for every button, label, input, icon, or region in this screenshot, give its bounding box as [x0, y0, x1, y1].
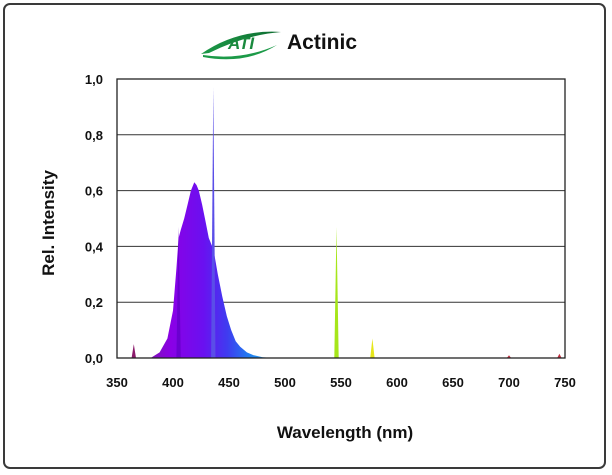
spectrum-chart: ATI Actinic 0,0 0,2 0,4 0,6 0,8 1,0 350 400 450… [39, 31, 576, 442]
y-axis-label: Rel. Intensity [39, 170, 58, 276]
x-tick-label: 450 [218, 375, 240, 390]
y-tick-label: 1,0 [85, 72, 103, 87]
x-tick-label: 600 [386, 375, 408, 390]
y-tick-label: 0,8 [85, 128, 103, 143]
logo-swoosh-lower [203, 45, 277, 60]
emission-line [557, 353, 562, 358]
chart-frame: ATI Actinic 0,0 0,2 0,4 0,6 0,8 1,0 350 400 450… [3, 3, 606, 469]
emission-line [370, 338, 375, 358]
x-tick-label: 550 [330, 375, 352, 390]
x-tick-label: 700 [498, 375, 520, 390]
spectrum-area [137, 182, 274, 358]
x-tick-label: 650 [442, 375, 464, 390]
x-tick-label: 750 [554, 375, 576, 390]
plot-border [116, 78, 566, 359]
y-tick-labels: 0,0 0,2 0,4 0,6 0,8 1,0 [85, 72, 104, 366]
x-tick-label: 350 [106, 375, 128, 390]
ati-logo: ATI [201, 31, 281, 60]
emission-line [211, 87, 216, 359]
emission-line [176, 226, 181, 358]
logo-swoosh [201, 31, 281, 54]
y-tick-label: 0,6 [85, 184, 103, 199]
emission-line [334, 226, 339, 358]
x-tick-label: 500 [274, 375, 296, 390]
emission-line [506, 355, 512, 358]
logo-text: ATI [227, 34, 255, 53]
series-layer [137, 182, 274, 358]
x-tick-label: 400 [162, 375, 184, 390]
chart-title: Actinic [287, 31, 357, 54]
y-tick-label: 0,4 [85, 239, 104, 254]
emission-line [131, 344, 136, 358]
y-tick-label: 0,0 [85, 351, 103, 366]
x-axis-label: Wavelength (nm) [277, 423, 413, 442]
y-tick-label: 0,2 [85, 295, 103, 310]
x-tick-labels: 350 400 450 500 550 600 650 700 750 [106, 375, 576, 390]
emission-lines-layer [131, 87, 562, 359]
